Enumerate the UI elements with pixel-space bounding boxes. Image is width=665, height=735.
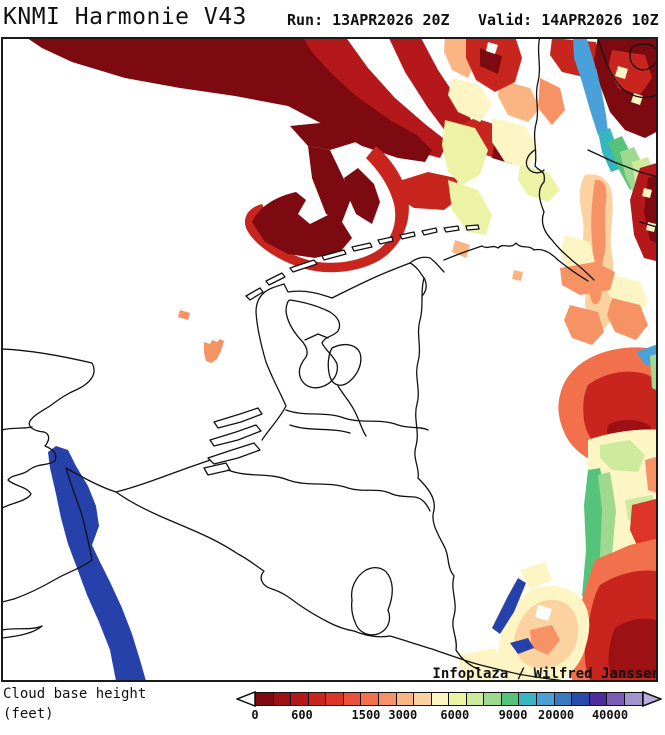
legend-tick-20000: 20000 [538,708,575,722]
legend-color-cell [606,692,626,706]
legend-color-cell [255,692,275,706]
legend-right-arrow-icon [642,691,662,707]
coastlines [3,39,656,680]
legend-color-cell [623,692,643,706]
legend-tick-labels: 0 600 1500 3000 6000 9000 20000 40000 [251,708,643,724]
legend-tick-40000: 40000 [591,708,629,722]
legend-color-cell [448,692,468,706]
run-time-label: Run: 13APR2026 20Z [287,11,450,29]
legend-color-cell [272,692,292,706]
legend-left-arrow-icon [236,691,256,707]
blue-streaks [48,446,534,680]
legend-color-cell [307,692,327,706]
legend-color-cell [500,692,520,706]
legend-color-cell [483,692,503,706]
legend-color-cell [571,692,591,706]
cloud-field [28,39,656,680]
page-title: KNMI Harmonie V43 [3,4,247,30]
legend-tick-9000: 9000 [498,708,528,722]
legend-color-cell [325,692,345,706]
legend-tick-1500: 1500 [351,708,381,722]
legend-color-cell [413,692,433,706]
attribution-text: Infoplaza / Wilfred Janssen [432,666,660,682]
legend-color-cell [553,692,573,706]
legend-color-cell [377,692,397,706]
legend-color-cell [430,692,450,706]
legend-colorbar [255,692,643,706]
legend-color-cell [465,692,485,706]
legend-title: Cloud base height [3,686,147,702]
legend-color-cell [588,692,608,706]
legend-color-cell [536,692,556,706]
legend-tick-0: 0 [251,708,259,722]
legend: Cloud base height (feet) 0 600 1500 3000 600… [0,684,665,735]
valid-time-label: Valid: 14APR2026 10Z [478,11,659,29]
legend-color-cell [395,692,415,706]
legend-color-cell [360,692,380,706]
map-border [1,37,658,682]
legend-tick-3000: 3000 [388,708,418,722]
legend-color-cell [290,692,310,706]
legend-color-cell [342,692,362,706]
legend-tick-600: 600 [291,708,313,722]
legend-color-cell [518,692,538,706]
legend-tick-6000: 6000 [440,708,470,722]
legend-units: (feet) [3,706,54,722]
